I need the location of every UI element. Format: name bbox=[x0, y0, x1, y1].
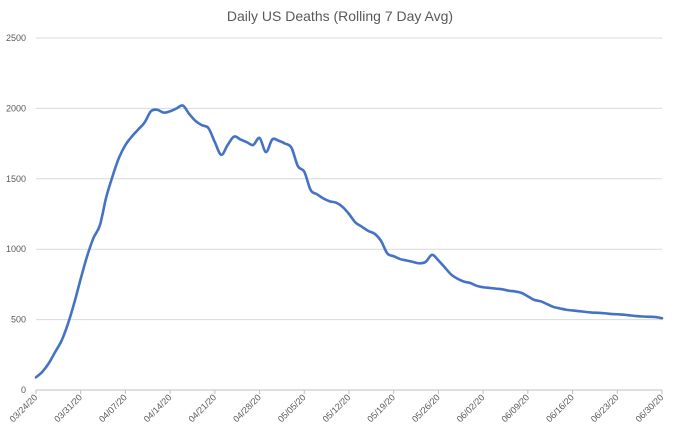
x-tick-label: 03/24/20 bbox=[8, 392, 40, 424]
x-tick-label: 05/19/20 bbox=[365, 392, 397, 424]
x-tick-label: 05/05/20 bbox=[276, 392, 308, 424]
x-tick-label: 05/12/20 bbox=[321, 392, 353, 424]
y-tick-label: 1500 bbox=[6, 174, 26, 184]
x-tick-label: 06/23/20 bbox=[589, 392, 621, 424]
chart-title: Daily US Deaths (Rolling 7 Day Avg) bbox=[226, 8, 454, 24]
y-tick-label: 0 bbox=[21, 385, 26, 395]
x-tick-label: 04/07/20 bbox=[97, 392, 129, 424]
y-tick-label: 2500 bbox=[6, 33, 26, 43]
x-tick-label: 06/16/20 bbox=[544, 392, 576, 424]
x-tick-label: 06/30/20 bbox=[634, 392, 666, 424]
x-tick-label: 04/21/20 bbox=[186, 392, 218, 424]
y-tick-label: 500 bbox=[11, 315, 26, 325]
x-tick-label: 06/02/20 bbox=[455, 392, 487, 424]
x-tick-label: 05/26/20 bbox=[410, 392, 442, 424]
x-tick-label: 03/31/20 bbox=[52, 392, 84, 424]
y-tick-label: 2000 bbox=[6, 103, 26, 113]
series-line bbox=[34, 104, 664, 379]
x-tick-label: 06/09/20 bbox=[499, 392, 531, 424]
x-tick-label: 04/14/20 bbox=[142, 392, 174, 424]
x-tick-label: 04/28/20 bbox=[231, 392, 263, 424]
y-tick-label: 1000 bbox=[6, 244, 26, 254]
